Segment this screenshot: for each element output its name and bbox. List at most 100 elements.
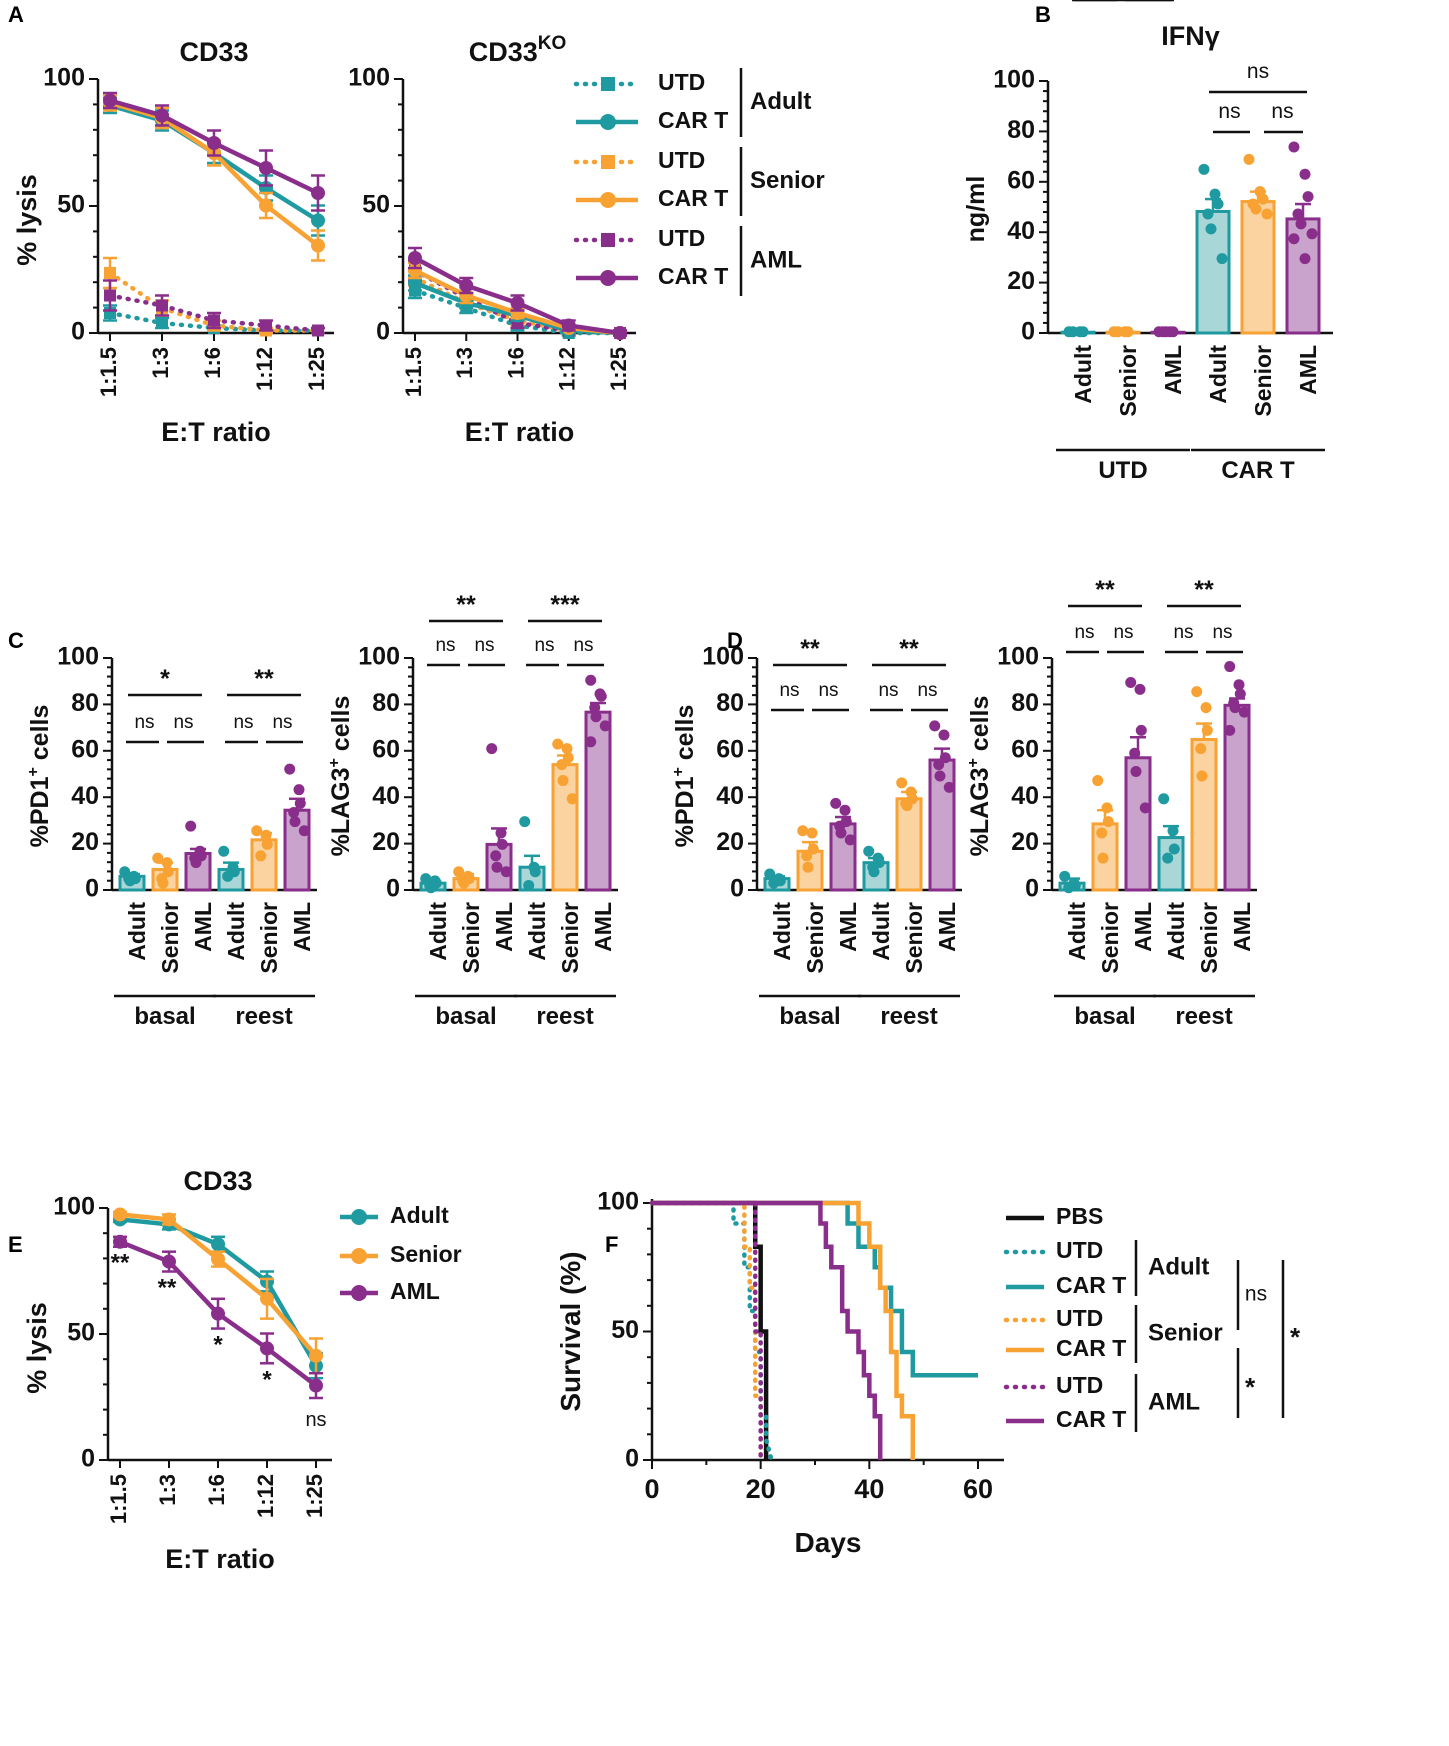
chart-c-lag3-sig-label: ns — [474, 635, 494, 656]
chart-d-lag3-dot — [1229, 702, 1241, 714]
chart-d-lag3-dot — [1224, 724, 1236, 736]
chart-c-lag3-dot — [453, 866, 465, 878]
chart-d-pd1-dot — [939, 752, 951, 764]
chart-d-pd1-y-tick-label: 100 — [702, 643, 744, 671]
chart-e-cd33-point — [113, 1207, 127, 1222]
chart-d-lag3-bar — [1124, 756, 1152, 892]
chart-c-lag3-dot — [490, 850, 502, 862]
legend-a-group-label: AML — [750, 246, 802, 273]
legend-f-label: CAR T — [1056, 1272, 1126, 1298]
chart-c-lag3-dot — [566, 793, 578, 805]
legend-f-group-label: AML — [1148, 1388, 1200, 1415]
chart-a-cd33ko-point — [408, 251, 422, 265]
chart-a-cd33ko-point — [408, 276, 422, 290]
chart-b-ifng-dot — [1122, 326, 1134, 338]
chart-a-cd33-x-label: E:T ratio — [161, 417, 271, 447]
chart-c-lag3-dot — [523, 879, 535, 891]
chart-b-ifng-dot — [1112, 326, 1124, 338]
chart-d-pd1-dot — [806, 827, 818, 839]
chart-a-cd33ko-y-tick-label: 100 — [348, 64, 390, 92]
chart-f-series-line — [652, 1200, 769, 1460]
chart-c-lag3-dot — [491, 861, 503, 873]
chart-e-cd33-point — [260, 1291, 274, 1306]
legend-e-marker — [351, 1248, 367, 1264]
legend-a-marker — [601, 77, 615, 91]
chart-d-pd1-sig-label: ** — [800, 635, 820, 663]
chart-c-lag3-dot — [519, 816, 531, 828]
chart-a-cd33-y-tick-label: 50 — [57, 191, 85, 219]
chart-b-sig-label: ns — [1271, 100, 1293, 123]
chart-d-lag3-dot — [1168, 843, 1180, 855]
chart-c-lag3-dot — [599, 720, 611, 732]
chart-b-ifng-y-tick-label: 20 — [1007, 267, 1035, 295]
chart-d-lag3-sig-label: ns — [1113, 622, 1133, 643]
chart-d-lag3-y-tick-label: 40 — [1011, 782, 1039, 810]
chart-e-cd33-point — [211, 1306, 225, 1321]
chart-d-lag3-group-label: basal — [1074, 1003, 1135, 1030]
chart-b-ifng-dot — [1202, 208, 1214, 220]
chart-b-ifng-dot — [1292, 208, 1304, 220]
chart-a-cd33-point — [311, 238, 325, 253]
chart-a-cd33-x-tick-label: 1:12 — [252, 347, 277, 391]
chart-d-lag3-dot — [1129, 747, 1141, 759]
chart-c-pd1-sig-label: ns — [272, 712, 292, 733]
chart-b-ifng-x-tick-label: Adult — [1205, 345, 1231, 404]
chart-c-lag3-dot — [595, 690, 607, 702]
chart-a-cd33-point — [103, 93, 117, 108]
chart-d-lag3-dot — [1201, 724, 1213, 736]
chart-c-lag3-x-tick-label: AML — [590, 902, 616, 952]
chart-d-pd1-y-label-sup: + — [670, 767, 687, 776]
chart-a-cd33-x-tick-label: 1:3 — [148, 347, 173, 379]
chart-b-ifng: 0 20 40 60 80 100 IFNγ ng/ml Adult Senior AML Adult… — [962, 0, 1333, 484]
chart-c-pd1-dot — [251, 825, 263, 837]
chart-c-lag3-dot — [486, 743, 498, 755]
chart-d-pd1-y-tick-label: 40 — [716, 782, 744, 810]
chart-d-pd1-dot — [764, 868, 776, 880]
chart-c-pd1-dot — [162, 866, 174, 878]
chart-c-lag3-dot — [561, 743, 573, 755]
chart-a-cd33-series-line — [107, 310, 321, 333]
chart-d-pd1-dot — [943, 781, 955, 793]
legend-e-label: Senior — [390, 1241, 462, 1267]
chart-c-pd1-sig-label: ns — [173, 712, 193, 733]
legend-f-label: UTD — [1056, 1305, 1103, 1331]
chart-c-pd1-sig-label: ** — [254, 665, 274, 693]
chart-a-cd33-point — [104, 267, 116, 279]
chart-d-lag3-y-tick-label: 100 — [997, 643, 1039, 671]
legend-f-label: PBS — [1056, 1203, 1103, 1229]
chart-b-ifng-dot — [1299, 168, 1311, 180]
chart-d-lag3-x-tick-label: Adult — [1064, 902, 1090, 961]
chart-d-pd1-x-tick-label: Senior — [901, 902, 927, 974]
chart-c-lag3-dot — [500, 866, 512, 878]
chart-f-series-line — [652, 1200, 978, 1378]
legend-a-marker — [600, 192, 616, 208]
chart-c-pd1-dot — [293, 784, 305, 796]
chart-c-pd1-x-tick-label: Senior — [157, 902, 183, 974]
chart-c-pd1-dot — [260, 829, 272, 841]
chart-a-cd33-point — [312, 324, 324, 337]
chart-a-cd33-x-tick-label: 1:6 — [200, 347, 225, 379]
chart-d-lag3-dot — [1139, 802, 1151, 814]
chart-e-cd33-x-tick-label: 1:3 — [155, 1474, 180, 1506]
chart-e-cd33-y-tick-label: 100 — [53, 1193, 95, 1221]
chart-d-pd1-y-label: %PD1+ cells — [670, 705, 699, 848]
chart-c-lag3-y-label-tail: cells — [327, 696, 355, 759]
chart-c-pd1-group-label: basal — [134, 1003, 195, 1030]
chart-c-lag3-x-tick-label: Adult — [524, 902, 550, 961]
legend-f-sig-label: ns — [1245, 1283, 1267, 1306]
chart-a-cd33ko-point — [561, 318, 576, 333]
chart-e-cd33-y-label: % lysis — [22, 1302, 52, 1394]
chart-d-lag3-sig-label: ns — [1074, 622, 1094, 643]
chart-f-series-line — [649, 1200, 763, 1463]
chart-d-lag3-dot — [1238, 706, 1250, 718]
chart-c-lag3-dot — [529, 866, 541, 878]
chart-d-pd1-sig-label: ns — [818, 680, 838, 701]
chart-c-pd1-x-tick-label: Adult — [223, 902, 249, 961]
legend-a-marker — [600, 270, 616, 286]
chart-f-series-line — [649, 1200, 774, 1463]
chart-c-lag3-dot — [585, 736, 597, 748]
chart-c-pd1-dot — [284, 763, 296, 775]
chart-b-ifng-x-tick-label: Adult — [1070, 345, 1096, 404]
chart-b-ifng-y-tick-label: 60 — [1007, 166, 1035, 194]
chart-d-lag3-dot — [1158, 793, 1170, 805]
